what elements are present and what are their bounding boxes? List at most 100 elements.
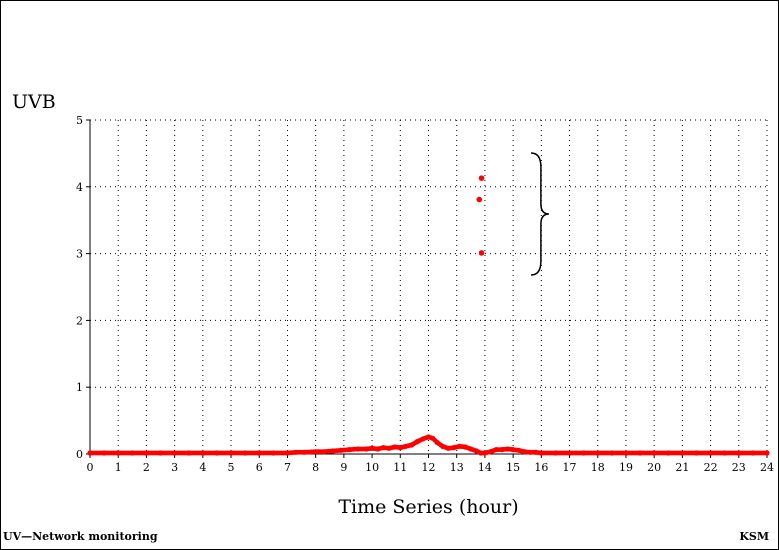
data-point-interp bbox=[565, 450, 570, 456]
x-tick-label: 6 bbox=[256, 461, 263, 474]
x-axis-title: Time Series (hour) bbox=[338, 496, 518, 518]
data-point-interp bbox=[480, 450, 486, 456]
x-tick-label: 21 bbox=[675, 461, 689, 474]
data-point-interp bbox=[677, 450, 683, 456]
x-tick-label: 5 bbox=[228, 461, 235, 474]
data-point-interp bbox=[531, 449, 537, 455]
data-point-interp bbox=[514, 447, 520, 453]
data-point-interp bbox=[268, 450, 274, 456]
data-point-interp bbox=[607, 450, 613, 456]
data-point-interp bbox=[142, 450, 147, 456]
data-point-interp bbox=[476, 449, 481, 455]
data-point-interp bbox=[486, 449, 492, 455]
data-point-interp bbox=[432, 437, 438, 443]
data-point-interp bbox=[748, 450, 754, 456]
data-point-interp bbox=[311, 449, 317, 455]
data-point-interp bbox=[170, 450, 176, 456]
data-point-interp bbox=[525, 449, 531, 455]
data-point-interp bbox=[254, 450, 260, 456]
x-tick-label: 24 bbox=[760, 461, 774, 474]
outlier-point bbox=[476, 196, 483, 203]
data-point-interp bbox=[491, 447, 497, 453]
data-point-interp bbox=[428, 435, 434, 441]
data-point-interp bbox=[455, 444, 461, 450]
data-point-interp bbox=[283, 450, 288, 456]
data-point-interp bbox=[649, 450, 655, 456]
data-point-interp bbox=[497, 447, 503, 453]
data-point-interp bbox=[503, 446, 509, 452]
data-point-interp bbox=[113, 450, 119, 456]
x-tick-label: 0 bbox=[87, 461, 94, 474]
data-point-interp bbox=[336, 448, 342, 453]
data-point-interp bbox=[438, 442, 444, 448]
data-point-interp bbox=[412, 440, 418, 446]
data-point-interp bbox=[508, 447, 514, 452]
x-tick-label: 2 bbox=[143, 461, 150, 474]
data-point-interp bbox=[396, 445, 401, 450]
y-tick-label: 2 bbox=[76, 314, 83, 327]
data-point-interp bbox=[593, 450, 599, 456]
data-point-interp bbox=[373, 446, 379, 452]
y-tick-label: 3 bbox=[76, 248, 83, 261]
data-point-interp bbox=[367, 446, 373, 451]
data-point-interp bbox=[361, 446, 367, 452]
x-tick-label: 14 bbox=[478, 461, 492, 474]
x-tick-label: 19 bbox=[619, 461, 633, 474]
data-point-interp bbox=[390, 445, 396, 450]
x-tick-label: 22 bbox=[704, 461, 718, 474]
data-point-interp bbox=[635, 450, 641, 456]
data-point-interp bbox=[99, 450, 105, 456]
data-point-interp bbox=[226, 450, 232, 456]
data-point-interp bbox=[240, 450, 246, 456]
y-tick-label: 1 bbox=[76, 381, 83, 394]
x-tick-label: 7 bbox=[284, 461, 291, 474]
x-tick-label: 16 bbox=[534, 461, 548, 474]
data-point-interp bbox=[384, 445, 390, 451]
x-tick-label: 23 bbox=[732, 461, 746, 474]
x-tick-label: 1 bbox=[115, 461, 122, 474]
data-point-interp bbox=[328, 448, 333, 454]
data-point-interp bbox=[706, 450, 711, 456]
data-point-interp bbox=[579, 450, 585, 456]
x-tick-label: 9 bbox=[340, 461, 347, 474]
data-point-interp bbox=[449, 445, 455, 451]
data-point-interp bbox=[663, 450, 669, 456]
y-tick-label: 5 bbox=[76, 114, 83, 127]
x-tick-label: 4 bbox=[199, 461, 206, 474]
y-tick-label: 4 bbox=[76, 181, 83, 194]
data-point-interp bbox=[379, 445, 384, 451]
data-point-interp bbox=[299, 449, 305, 455]
data-point-interp bbox=[621, 450, 627, 456]
data-point-interp bbox=[443, 445, 449, 451]
data-point-interp bbox=[353, 446, 359, 452]
data-point-interp bbox=[692, 450, 697, 456]
x-tick-label: 11 bbox=[393, 461, 407, 474]
x-tick-label: 18 bbox=[591, 461, 605, 474]
data-point-interp bbox=[291, 450, 297, 455]
data-point-interp bbox=[127, 450, 133, 456]
data-point-interp bbox=[472, 447, 477, 453]
data-point-interp bbox=[424, 435, 430, 441]
outlier-point bbox=[478, 175, 485, 181]
data-point-interp bbox=[407, 443, 413, 448]
data-point-interp bbox=[537, 450, 542, 456]
data-point-interp bbox=[401, 444, 407, 450]
data-point-interp bbox=[345, 447, 350, 453]
footer-right-label: KSM bbox=[739, 530, 769, 543]
data-point-interp bbox=[734, 450, 740, 456]
x-tick-label: 13 bbox=[450, 461, 464, 474]
data-point-interp bbox=[184, 450, 190, 456]
x-tick-label: 17 bbox=[563, 461, 577, 474]
data-point-interp bbox=[762, 450, 768, 456]
x-tick-label: 3 bbox=[171, 461, 178, 474]
footer-left-label: UV—Network monitoring bbox=[3, 530, 158, 543]
data-point-interp bbox=[418, 437, 424, 443]
data-point-interp bbox=[466, 445, 472, 451]
x-tick-label: 10 bbox=[365, 461, 379, 474]
data-point-interp bbox=[156, 450, 161, 456]
data-point-interp bbox=[319, 449, 325, 455]
data-point-interp bbox=[212, 450, 218, 456]
brace-annotation bbox=[530, 152, 550, 276]
